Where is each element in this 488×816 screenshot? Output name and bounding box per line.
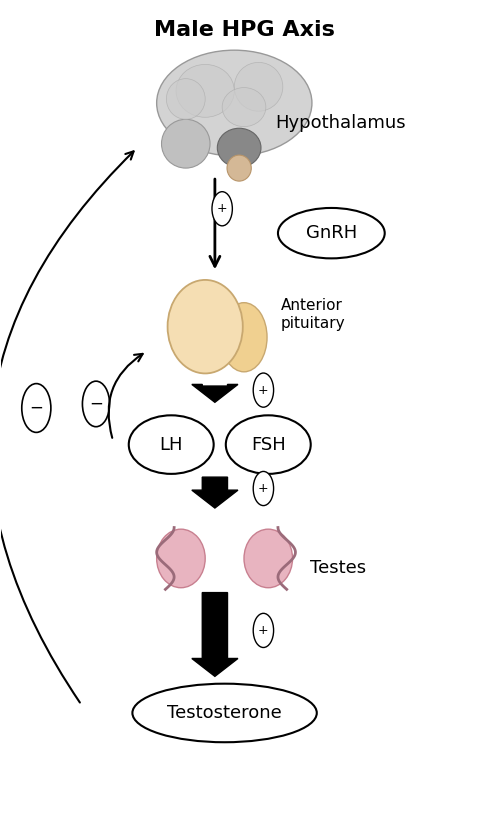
Ellipse shape [226, 415, 311, 474]
Polygon shape [192, 384, 238, 402]
Polygon shape [192, 477, 238, 508]
Text: FSH: FSH [251, 436, 285, 454]
Text: +: + [258, 482, 269, 495]
Ellipse shape [234, 62, 283, 111]
Ellipse shape [217, 128, 261, 167]
FancyArrowPatch shape [109, 354, 142, 438]
Circle shape [253, 614, 274, 647]
Ellipse shape [222, 87, 266, 126]
Ellipse shape [278, 208, 385, 259]
FancyArrowPatch shape [0, 151, 134, 703]
Text: Hypothalamus: Hypothalamus [276, 114, 406, 132]
Text: Anterior
pituitary: Anterior pituitary [281, 299, 345, 330]
Ellipse shape [166, 78, 205, 119]
Ellipse shape [167, 280, 243, 374]
Text: LH: LH [160, 436, 183, 454]
Text: Testes: Testes [309, 559, 366, 577]
Text: +: + [258, 624, 269, 637]
Text: −: − [89, 395, 103, 413]
Polygon shape [192, 592, 238, 676]
Text: −: − [29, 399, 43, 417]
Ellipse shape [221, 303, 267, 372]
Ellipse shape [227, 155, 251, 181]
Circle shape [253, 373, 274, 407]
Ellipse shape [157, 50, 312, 156]
Text: Testosterone: Testosterone [167, 704, 282, 722]
Circle shape [253, 472, 274, 506]
Text: Male HPG Axis: Male HPG Axis [154, 20, 334, 40]
Ellipse shape [176, 64, 234, 118]
Text: +: + [258, 384, 269, 397]
Circle shape [212, 192, 232, 226]
Ellipse shape [157, 529, 205, 588]
Text: +: + [217, 202, 227, 215]
Text: GnRH: GnRH [305, 224, 357, 242]
Ellipse shape [162, 119, 210, 168]
Ellipse shape [129, 415, 214, 474]
Ellipse shape [244, 529, 292, 588]
Ellipse shape [132, 684, 317, 743]
Circle shape [82, 381, 110, 427]
Circle shape [22, 384, 51, 432]
